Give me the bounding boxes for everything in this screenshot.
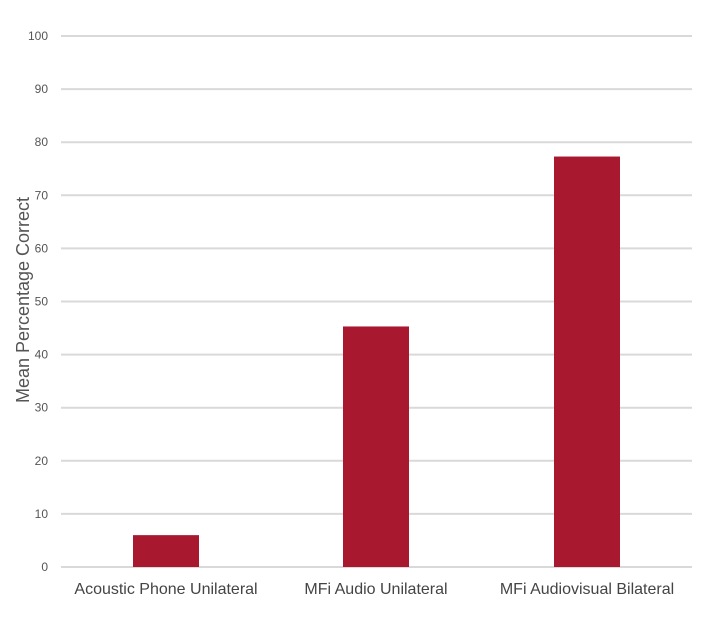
bars xyxy=(133,156,620,568)
x-category-label: Acoustic Phone Unilateral xyxy=(74,581,257,598)
bar-1 xyxy=(133,535,199,567)
x-axis-categories: Acoustic Phone Unilateral MFi Audio Unila… xyxy=(74,581,674,598)
y-tick-label: 90 xyxy=(35,82,49,96)
y-axis-title: Mean Percentage Correct xyxy=(13,197,33,403)
y-tick-label: 50 xyxy=(35,295,49,309)
y-axis-ticks: 0 10 20 30 40 50 60 70 80 90 100 xyxy=(28,29,48,574)
y-tick-label: 60 xyxy=(35,241,49,255)
y-tick-label: 20 xyxy=(35,454,49,468)
bar-2 xyxy=(343,326,409,567)
y-tick-label: 40 xyxy=(35,348,49,362)
y-tick-label: 10 xyxy=(35,507,49,521)
y-tick-label: 100 xyxy=(28,29,48,43)
x-category-label: MFi Audio Unilateral xyxy=(304,581,447,598)
x-category-label: MFi Audiovisual Bilateral xyxy=(500,581,674,598)
bar-3 xyxy=(554,156,620,568)
y-tick-label: 0 xyxy=(41,560,48,574)
y-tick-label: 80 xyxy=(35,135,49,149)
y-tick-label: 70 xyxy=(35,188,49,202)
y-tick-label: 30 xyxy=(35,401,49,415)
